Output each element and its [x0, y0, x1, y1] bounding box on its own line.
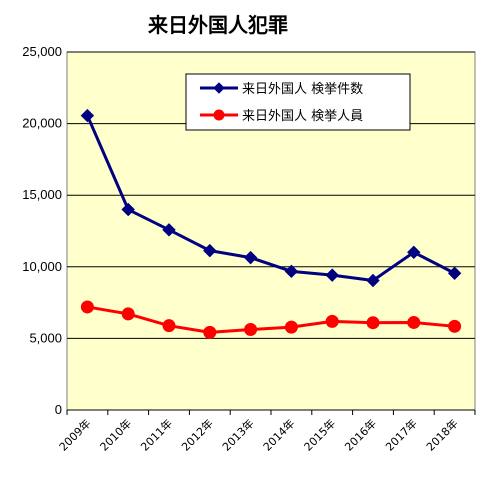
- y-tick-label: 10,000: [22, 259, 62, 274]
- x-tick-label: 2017年: [382, 416, 419, 453]
- data-point: [80, 108, 95, 123]
- gridlines: [67, 51, 475, 339]
- data-point: [325, 314, 339, 328]
- y-tick-label: 25,000: [22, 44, 62, 59]
- legend-label: 来日外国人 検挙件数: [242, 82, 363, 97]
- data-point: [448, 319, 462, 333]
- legend-marker: [213, 109, 225, 121]
- data-point: [366, 273, 380, 288]
- data-point: [244, 323, 258, 337]
- y-tick-label: 15,000: [22, 187, 62, 202]
- data-point: [407, 245, 421, 260]
- data-point: [162, 319, 176, 333]
- series-1: [80, 108, 462, 288]
- data-point: [80, 300, 94, 314]
- x-axis-ticks: 2009年 2010年 2011年 2012年 2013年 2014年 2015年 2016年…: [56, 409, 476, 454]
- legend-box: [185, 73, 411, 131]
- y-axis-ticks: 0 5,000 10,000 15,000 20,000 25,000: [22, 44, 62, 417]
- y-tick-label: 5,000: [29, 330, 62, 345]
- y-tick-label: 0: [55, 402, 62, 417]
- series-layer: [80, 108, 462, 339]
- x-tick-label: 2016年: [342, 416, 379, 453]
- x-tick-label: 2011年: [138, 416, 175, 453]
- data-point: [121, 307, 135, 321]
- series-line: [87, 305, 455, 334]
- data-point: [284, 320, 298, 334]
- x-tick-label: 2018年: [423, 416, 460, 453]
- data-point: [366, 316, 380, 330]
- data-point: [284, 264, 299, 279]
- chart-title: 来日外国人犯罪: [147, 13, 288, 37]
- x-tick-label: 2012年: [178, 416, 215, 453]
- data-point: [121, 202, 135, 217]
- x-tick-label: 2009年: [56, 416, 93, 453]
- data-point: [243, 250, 258, 265]
- data-point: [203, 243, 217, 258]
- x-tick-label: 2013年: [219, 416, 256, 453]
- legend-marker: [213, 82, 225, 94]
- legend-label: 来日外国人 検挙人員: [242, 109, 363, 124]
- x-tick-label: 2010年: [97, 416, 134, 453]
- data-point: [447, 266, 462, 280]
- data-point: [325, 268, 339, 282]
- x-tick-label: 2014年: [260, 416, 297, 453]
- series-line: [86, 114, 456, 283]
- data-point: [203, 325, 217, 339]
- y-tick-label: 20,000: [22, 116, 62, 131]
- data-point: [162, 223, 176, 237]
- data-point: [407, 315, 421, 329]
- x-tick-label: 2015年: [301, 416, 338, 453]
- series-2: [80, 300, 462, 339]
